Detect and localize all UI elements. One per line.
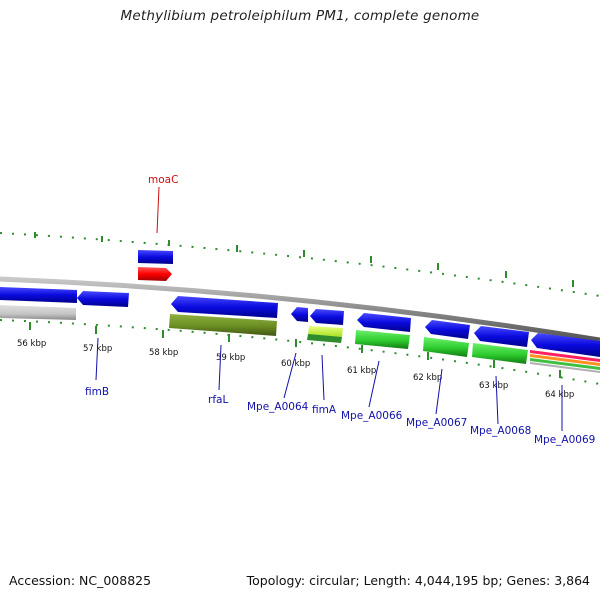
- reverse-strand-features[interactable]: [0, 287, 600, 373]
- gene-feature-fima-green[interactable]: [307, 334, 342, 343]
- gene-feature-fima-lime[interactable]: [308, 326, 343, 337]
- gene-label-mpe-a0066[interactable]: Mpe_A0066: [341, 410, 403, 422]
- gene-label-fimb[interactable]: fimB: [85, 386, 109, 398]
- gene-feature-mpe-a0068-green[interactable]: [472, 343, 528, 364]
- gene-feature-mpe-a0067[interactable]: [425, 320, 470, 339]
- gene-label-mpe-a0069[interactable]: Mpe_A0069: [534, 434, 595, 446]
- gene-label-rfal[interactable]: rfaL: [208, 394, 228, 406]
- gene-feature-fimb[interactable]: [77, 291, 129, 307]
- kbp-label: 58 kbp: [149, 348, 178, 358]
- genome-summary-text: Topology: circular; Length: 4,044,195 bp…: [246, 573, 590, 588]
- label-leaders: [95, 186, 563, 431]
- gene-feature-moac[interactable]: [138, 250, 173, 264]
- kbp-label: 60 kbp: [281, 359, 310, 369]
- rna-feature[interactable]: [138, 267, 172, 281]
- kbp-label: 62 kbp: [413, 373, 442, 383]
- gene-label-mpe-a0067[interactable]: Mpe_A0067: [406, 417, 467, 429]
- gene-feature-mpe-a0066-green[interactable]: [355, 330, 410, 349]
- gene-feature-mpe-a0066[interactable]: [357, 313, 411, 332]
- gene-feature-olive-left[interactable]: [0, 305, 76, 320]
- genome-backbone: [0, 276, 600, 343]
- kbp-label: 63 kbp: [479, 381, 508, 391]
- map-title: Methylibium petroleiphilum PM1, complete…: [120, 8, 480, 24]
- gene-feature-multicolor-grey[interactable]: [530, 362, 600, 373]
- kbp-label: 64 kbp: [545, 390, 574, 400]
- outer-tick-track: [0, 232, 600, 297]
- gene-feature-rfal[interactable]: [171, 296, 278, 318]
- kbp-label: 56 kbp: [17, 339, 46, 349]
- gene-feature-mpe-a0064[interactable]: [291, 307, 308, 322]
- gene-label-mpe-a0064[interactable]: Mpe_A0064: [247, 401, 309, 413]
- gene-feature-multicolor-red[interactable]: [530, 350, 600, 362]
- gene-feature-multicolor-orange[interactable]: [530, 354, 600, 366]
- kbp-label: 59 kbp: [216, 353, 245, 363]
- gene-feature-mpe-a0068[interactable]: [474, 326, 529, 347]
- gene-feature-fima[interactable]: [310, 309, 344, 325]
- gene-feature-mpe-a0067-green[interactable]: [423, 337, 469, 357]
- gene-feature-rfal-olive[interactable]: [169, 314, 277, 336]
- gene-feature-multicolor-green[interactable]: [530, 358, 600, 370]
- scale-track: [0, 319, 600, 385]
- forward-strand-features: [138, 250, 173, 281]
- gene-feature[interactable]: [0, 287, 77, 303]
- gene-feature-mpe-a0069[interactable]: [531, 333, 600, 357]
- gene-label-moac[interactable]: moaC: [148, 174, 178, 186]
- gene-label-fima[interactable]: fimA: [312, 404, 337, 416]
- gene-label-mpe-a0068[interactable]: Mpe_A0068: [470, 425, 531, 437]
- kbp-label: 61 kbp: [347, 366, 376, 376]
- accession-text: Accession: NC_008825: [9, 573, 152, 588]
